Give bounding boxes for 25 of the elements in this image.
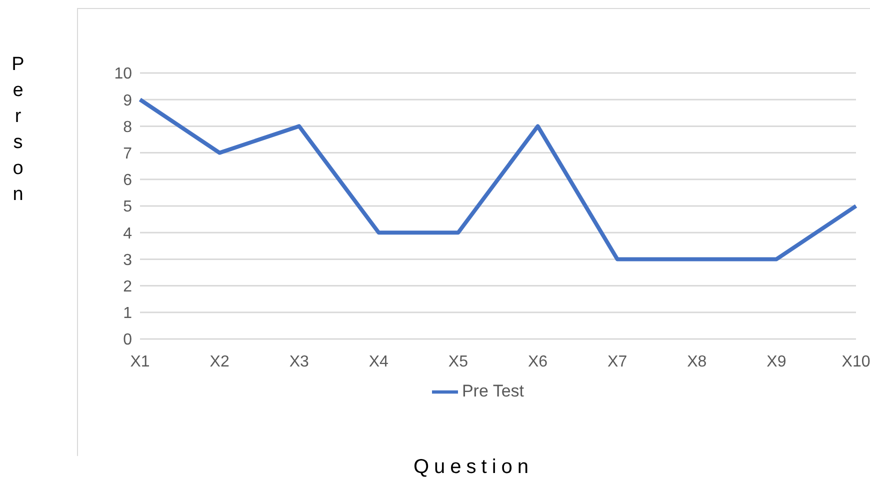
x-tick-label: X2 [210,353,230,370]
y-tick-label: 10 [114,66,132,83]
y-tick-label: 9 [123,92,132,110]
x-tick-label: X5 [448,353,468,370]
y-tick-label: 6 [123,172,132,190]
legend-label: Pre Test [462,381,524,400]
y-tick-label: 7 [123,145,132,162]
x-tick-label: X10 [842,353,870,370]
x-tick-label: X8 [687,353,707,370]
y-tick-label: 2 [123,278,132,296]
y-tick-label: 4 [123,225,132,242]
line-series [138,98,858,262]
x-tick-label: X9 [766,353,786,370]
x-tick-label: X1 [130,353,150,370]
y-tick-label: 1 [123,305,132,322]
x-tick-label: X3 [289,353,309,370]
y-tick-label: 0 [123,332,132,349]
y-tick-label: 5 [123,198,132,216]
x-axis-title: Question [412,456,535,479]
x-tick-label: X7 [608,353,628,370]
y-axis-title: Person [10,53,26,207]
y-tick-label: 3 [123,252,132,269]
y-tick-label: 8 [123,118,132,136]
x-tick-label: X6 [528,353,548,370]
x-tick-label: X4 [368,353,389,370]
